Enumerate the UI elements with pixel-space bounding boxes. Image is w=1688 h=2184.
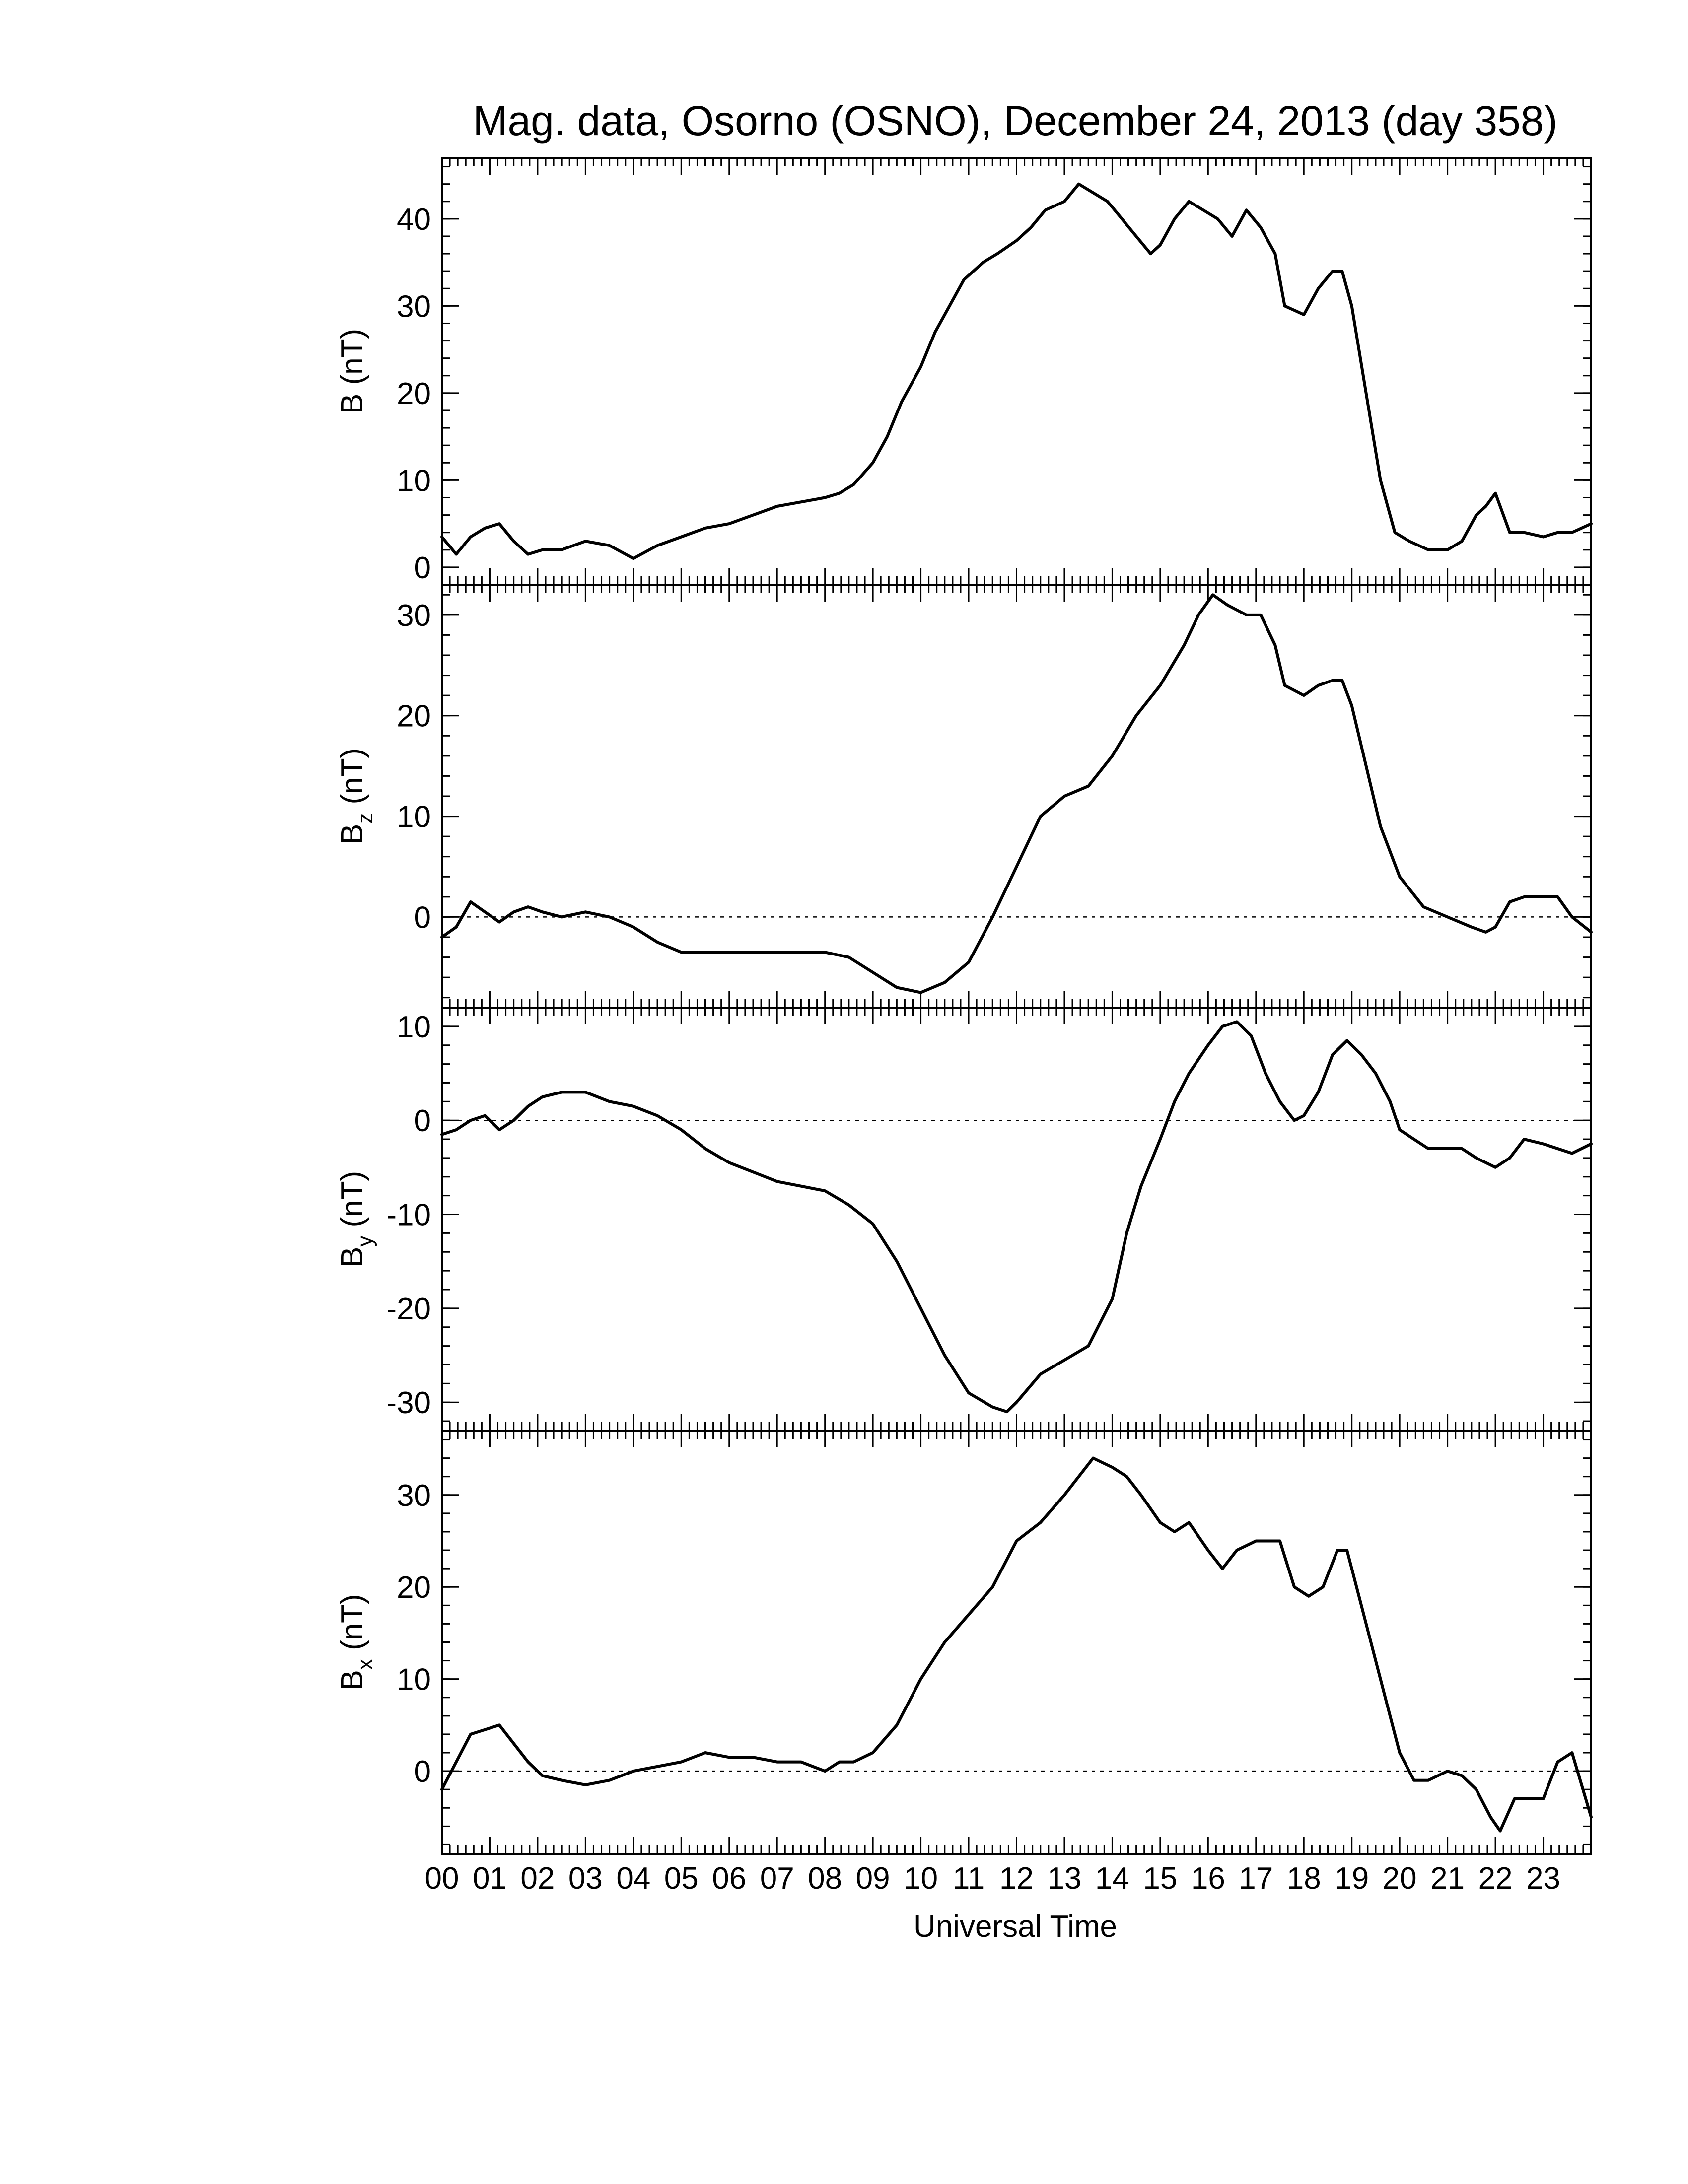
x-tick-label: 05: [664, 1861, 699, 1896]
x-tick-label: 21: [1430, 1861, 1465, 1896]
x-tick-label: 07: [760, 1861, 794, 1896]
x-tick-label: 10: [904, 1861, 938, 1896]
x-tick-label: 22: [1478, 1861, 1513, 1896]
y-axis-label-unit: (nT): [335, 1594, 369, 1659]
y-tick-label: 30: [397, 599, 431, 633]
panel-1: 0 10 20 30 40 B (nT): [335, 157, 1593, 586]
y-axis-label-unit: (nT): [335, 748, 369, 813]
y-axis-label-main: B: [335, 1247, 369, 1267]
y-tick-label: 30: [397, 1479, 431, 1513]
x-tick-label: 14: [1095, 1861, 1129, 1896]
panel-frame: [441, 157, 1592, 586]
panel-frame: [441, 1007, 1592, 1432]
panel-4: 0 10 20 30 Bx (nT): [335, 1430, 1593, 1855]
panel-3: -30 -20 -10 0 10 By (nT): [335, 1007, 1593, 1432]
x-tick-label: 02: [520, 1861, 555, 1896]
panel-frame: [441, 584, 1592, 1009]
y-tick-label: 0: [414, 1104, 431, 1138]
x-tick-label: 17: [1239, 1861, 1273, 1896]
y-tick-label: 10: [397, 800, 431, 834]
y-tick-label: 0: [414, 1755, 431, 1789]
x-tick-label: 15: [1143, 1861, 1177, 1896]
x-axis-label: Universal Time: [914, 1910, 1117, 1944]
x-tick-label: 01: [473, 1861, 507, 1896]
y-axis-label-subscript: y: [353, 1236, 377, 1247]
x-tick-label: 19: [1335, 1861, 1369, 1896]
chart-title: Mag. data, Osorno (OSNO), December 24, 2…: [473, 97, 1557, 144]
x-tick-label: 13: [1047, 1861, 1081, 1896]
y-tick-label: -30: [386, 1386, 431, 1420]
y-axis-label-unit: (nT): [335, 1171, 369, 1236]
y-tick-label: 10: [397, 1010, 431, 1044]
x-tick-label: 00: [425, 1861, 459, 1896]
y-tick-label: 20: [397, 377, 431, 411]
data-series-line: [440, 1020, 1593, 1414]
x-tick-labels: 00 01 02 03 04 05 06 07 08 09 10 11 12 13 14 15 16 17 18 19…: [425, 1861, 1561, 1896]
x-tick-label: 08: [808, 1861, 842, 1896]
x-tick-label: 12: [999, 1861, 1034, 1896]
panel-2: 0 10 20 30 Bz (nT): [335, 584, 1593, 1009]
y-axis-label-main: B: [335, 1670, 369, 1690]
data-series-line: [440, 593, 1593, 994]
y-axis-label-subscript: x: [353, 1659, 377, 1670]
x-tick-label: 09: [856, 1861, 890, 1896]
panel-frame: [441, 1430, 1592, 1855]
panels: 0 10 20 30 40 B (nT) 0 10 20 30 Bz (nT) -30 -20 -10 0 1…: [335, 157, 1593, 1855]
y-axis-label: Bz (nT): [335, 748, 377, 844]
x-tick-label: 06: [712, 1861, 746, 1896]
x-tick-label: 18: [1287, 1861, 1321, 1896]
y-tick-label: 20: [397, 699, 431, 734]
x-tick-label: 11: [953, 1861, 985, 1896]
x-tick-label: 23: [1526, 1861, 1560, 1896]
y-tick-label: 10: [397, 1663, 431, 1697]
y-tick-label: -20: [386, 1292, 431, 1326]
y-axis-label: B (nT): [335, 329, 369, 414]
y-axis-label: By (nT): [335, 1171, 377, 1267]
y-axis-label-subscript: z: [353, 813, 377, 824]
x-tick-label: 04: [616, 1861, 650, 1896]
y-tick-label: 20: [397, 1570, 431, 1605]
y-axis-label-main: B (nT): [335, 329, 369, 414]
y-tick-label: 0: [414, 551, 431, 585]
x-tick-label: 16: [1191, 1861, 1225, 1896]
x-tick-label: 20: [1383, 1861, 1417, 1896]
data-series-line: [440, 182, 1593, 560]
x-tick-label: 03: [568, 1861, 603, 1896]
y-axis-label-main: B: [335, 824, 369, 844]
data-series-line: [440, 1456, 1593, 1833]
y-tick-label: 10: [397, 464, 431, 498]
y-tick-label: 40: [397, 203, 431, 237]
y-tick-label: 30: [397, 289, 431, 324]
y-tick-label: -10: [386, 1198, 431, 1232]
y-tick-label: 0: [414, 900, 431, 935]
y-axis-label: Bx (nT): [335, 1594, 377, 1690]
